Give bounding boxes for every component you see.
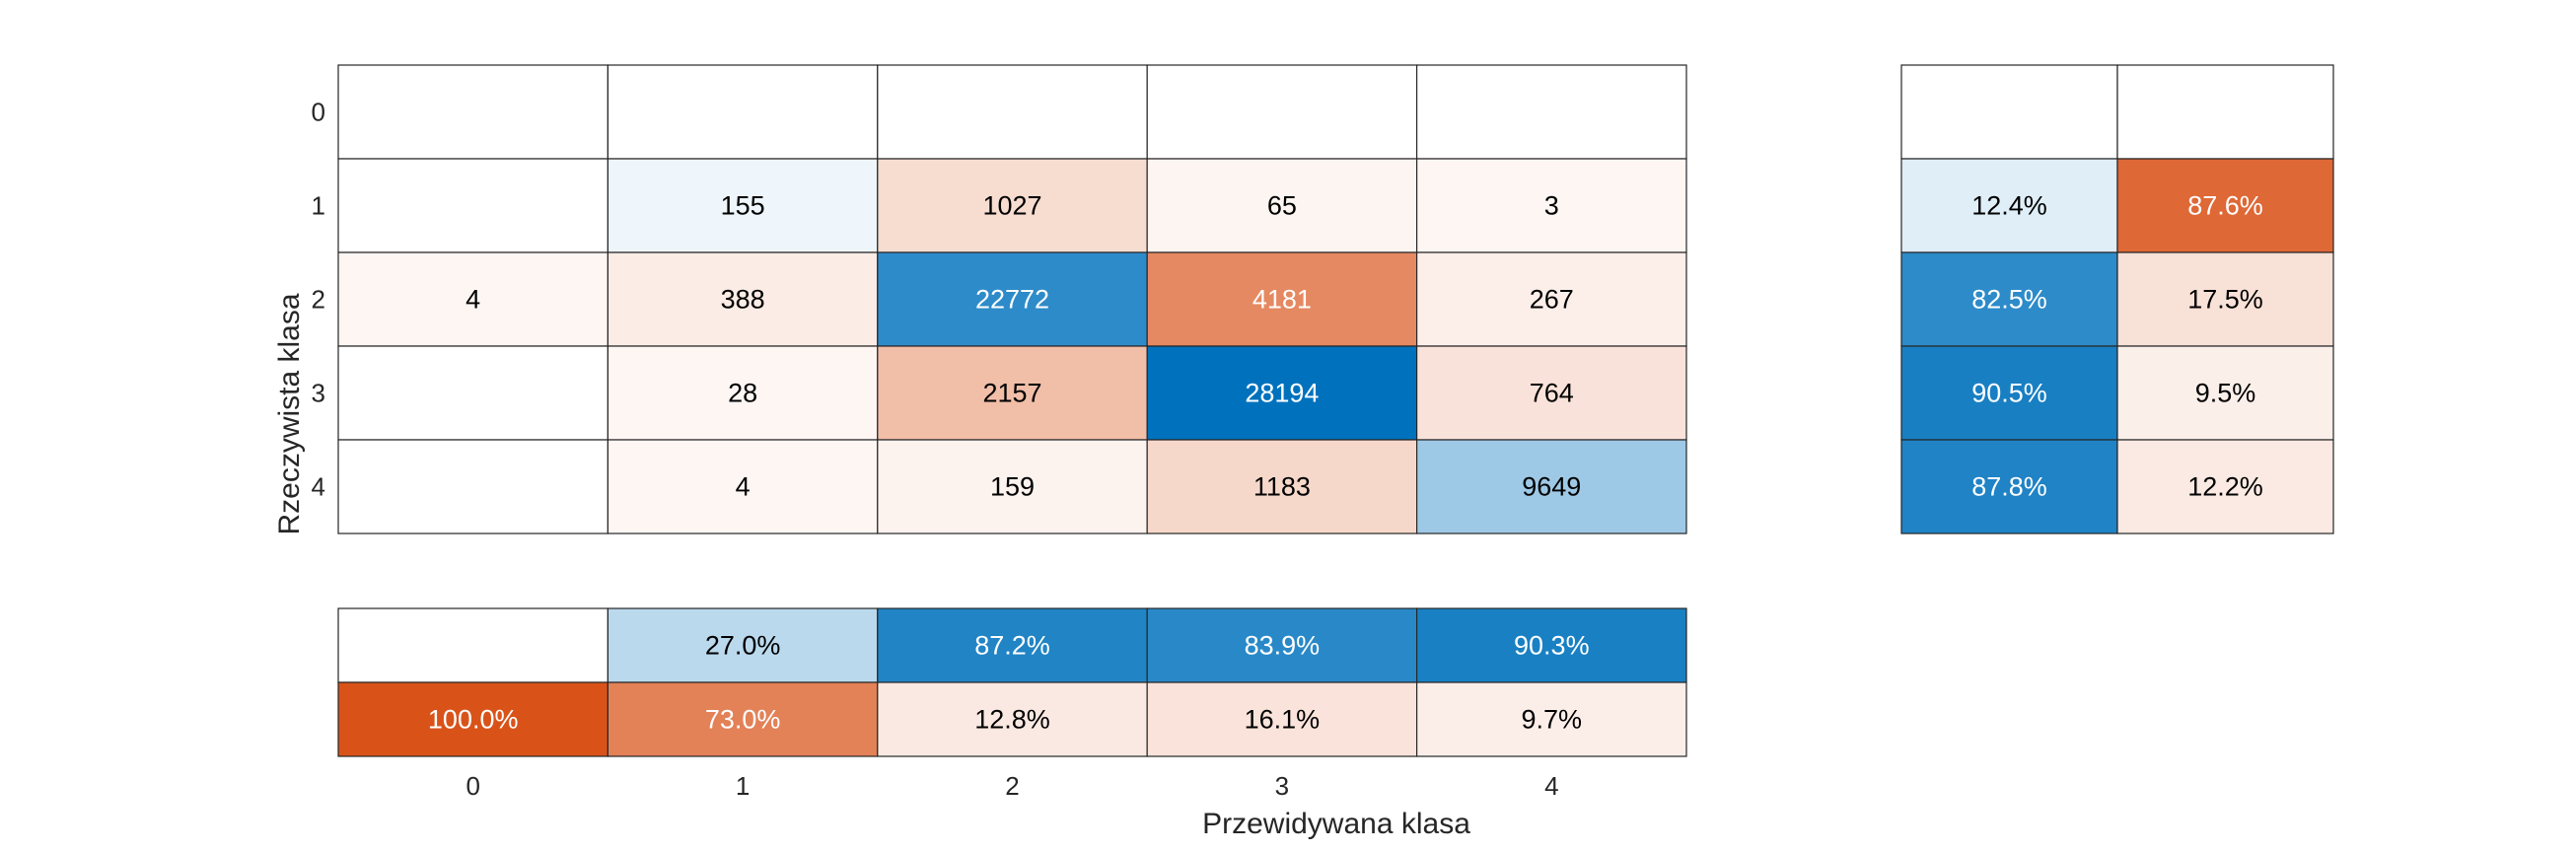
matrix-2-1-cell <box>607 251 879 347</box>
y-axis-label: Rzeczywista klasa <box>273 293 306 534</box>
x-tick-1: 1 <box>736 771 750 801</box>
matrix-1-3-label: 65 <box>1267 191 1297 221</box>
matrix-3-0-cell <box>337 345 608 441</box>
row-summary-4-0-label: 87.8% <box>1971 472 2047 502</box>
row-summary-2-1-label: 17.5% <box>2187 285 2263 315</box>
row-summary-3-1-cell <box>2116 345 2334 441</box>
row-summary-0-1-cell <box>2116 64 2334 160</box>
row-summary-0-0-cell <box>1900 64 2118 160</box>
matrix-1-1-label: 155 <box>721 191 765 221</box>
matrix-2-3-label: 4181 <box>1252 285 1312 315</box>
row-summary-3-0-cell <box>1900 345 2118 441</box>
row-summary-matrix: 12.4% 87.6% 82.5% 17.5% 90.5% 9.5% 87.8% 12.2% <box>1900 64 2334 534</box>
row-summary-4-1-label: 12.2% <box>2187 472 2263 502</box>
row-summary-2-1-cell <box>2116 251 2334 347</box>
matrix-0-3-cell <box>1146 64 1418 160</box>
x-tick-2: 2 <box>1005 771 1019 801</box>
col-summary-0-3-cell <box>1146 607 1418 683</box>
col-summary-1-4-label: 9.7% <box>1522 705 1583 735</box>
col-summary-0-2-label: 87.2% <box>974 631 1050 661</box>
matrix-3-4-cell <box>1415 345 1687 441</box>
col-summary-0-0-cell <box>337 607 608 683</box>
col-summary-0-3-label: 83.9% <box>1245 631 1321 661</box>
row-summary-4-1-cell <box>2116 439 2334 534</box>
matrix-2-0-cell <box>337 251 608 347</box>
matrix-3-1-label: 28 <box>728 379 757 408</box>
y-tick-1: 1 <box>312 191 325 221</box>
matrix-3-1-cell <box>607 345 879 441</box>
matrix-4-0-cell <box>337 439 608 534</box>
tick-labels: 0 0 1 1 2 2 3 3 4 4 <box>312 98 1559 802</box>
col-summary-1-2-label: 12.8% <box>974 705 1050 735</box>
matrix-4-4-cell <box>1415 439 1687 534</box>
column-summary-matrix: 27.0% 87.2% 83.9% 90.3% 100.0% 73.0% 12.8% 16.1… <box>337 607 1687 757</box>
matrix-2-3-cell <box>1146 251 1418 347</box>
y-tick-2: 2 <box>312 285 325 315</box>
matrix-1-3-cell <box>1146 158 1418 253</box>
matrix-0-0-cell <box>337 64 608 160</box>
row-summary-1-0-cell <box>1900 158 2118 253</box>
matrix-4-1-cell <box>607 439 879 534</box>
row-summary-2-0-label: 82.5% <box>1971 285 2047 315</box>
x-tick-4: 4 <box>1544 771 1558 801</box>
matrix-1-1-cell <box>607 158 879 253</box>
y-tick-4: 4 <box>312 472 325 502</box>
matrix-3-4-label: 764 <box>1530 379 1574 408</box>
matrix-1-0-cell <box>337 158 608 253</box>
matrix-3-3-cell <box>1146 345 1418 441</box>
matrix-0-2-cell <box>877 64 1148 160</box>
matrix-3-2-label: 2157 <box>982 379 1041 408</box>
x-axis-label: Przewidywana klasa <box>1202 808 1470 840</box>
col-summary-0-4-cell <box>1415 607 1687 683</box>
col-summary-1-3-label: 16.1% <box>1245 705 1321 735</box>
main-matrix: 155 1027 65 3 4 388 22772 4181 267 28 2157 28194 764… <box>337 64 1687 534</box>
matrix-2-1-label: 388 <box>721 285 765 315</box>
x-tick-0: 0 <box>465 771 479 801</box>
col-summary-0-2-cell <box>877 607 1148 683</box>
col-summary-1-0-label: 100.0% <box>428 705 519 735</box>
matrix-1-4-label: 3 <box>1544 191 1559 221</box>
y-tick-0: 0 <box>312 98 325 127</box>
matrix-4-3-label: 1183 <box>1253 472 1311 502</box>
matrix-1-2-label: 1027 <box>982 191 1041 221</box>
matrix-3-3-label: 28194 <box>1245 379 1319 408</box>
col-summary-0-1-label: 27.0% <box>705 631 781 661</box>
matrix-2-4-label: 267 <box>1530 285 1574 315</box>
col-summary-1-1-label: 73.0% <box>705 705 781 735</box>
matrix-4-2-cell <box>877 439 1148 534</box>
matrix-0-4-cell <box>1415 64 1687 160</box>
y-tick-3: 3 <box>312 379 325 408</box>
row-summary-1-1-cell <box>2116 158 2334 253</box>
matrix-2-2-label: 22772 <box>975 285 1049 315</box>
matrix-4-4-label: 9649 <box>1522 472 1581 502</box>
matrix-1-4-cell <box>1415 158 1687 253</box>
row-summary-1-1-label: 87.6% <box>2187 191 2263 221</box>
matrix-2-0-label: 4 <box>465 285 480 315</box>
row-summary-1-0-label: 12.4% <box>1971 191 2047 221</box>
matrix-0-1-cell <box>607 64 879 160</box>
x-tick-3: 3 <box>1275 771 1289 801</box>
col-summary-0-4-label: 90.3% <box>1514 631 1590 661</box>
col-summary-1-1-cell <box>607 681 879 757</box>
matrix-4-2-label: 159 <box>990 472 1035 502</box>
matrix-4-3-cell <box>1146 439 1418 534</box>
matrix-4-1-label: 4 <box>736 472 751 502</box>
row-summary-2-0-cell <box>1900 251 2118 347</box>
matrix-1-2-cell <box>877 158 1148 253</box>
row-summary-3-1-label: 9.5% <box>2195 379 2256 408</box>
col-summary-1-4-cell <box>1415 681 1687 757</box>
row-summary-3-0-label: 90.5% <box>1971 379 2047 408</box>
